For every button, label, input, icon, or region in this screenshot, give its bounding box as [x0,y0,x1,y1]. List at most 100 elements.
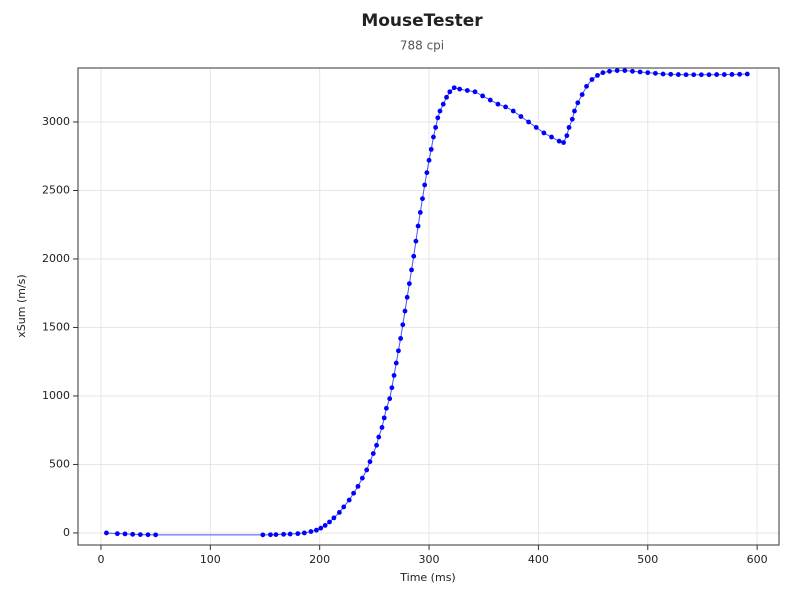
data-point [351,490,356,496]
data-point [566,125,572,130]
data-point [721,72,727,77]
data-point [637,69,643,75]
data-point [607,68,612,74]
data-point [668,71,674,77]
data-point [114,531,120,537]
x-tick-label: 500 [637,553,658,566]
data-point [398,336,404,341]
data-point [322,523,328,528]
data-point [273,532,279,537]
data-point [472,89,478,95]
chart-title: MouseTester [361,11,483,31]
data-point [614,68,620,74]
data-point [457,86,463,92]
data-point [396,348,401,354]
data-point [683,72,689,78]
data-point [145,532,151,538]
data-point [137,532,143,537]
data-point [431,134,436,140]
data-point [318,525,324,531]
data-point [346,497,352,503]
data-point [729,72,735,77]
data-point [426,157,432,163]
y-tick-label: 3000 [42,115,70,128]
data-point [379,425,385,430]
data-point [572,108,577,114]
data-point [691,72,697,78]
data-point [575,100,581,106]
data-point [428,146,434,152]
data-point [526,119,531,125]
data-point [370,451,376,456]
data-point [308,529,314,534]
data-point [389,385,395,391]
data-point [549,134,554,140]
data-point [569,116,575,122]
data-point [301,530,307,536]
y-tick-label: 2500 [42,183,70,196]
data-point [295,531,301,537]
data-point [367,459,373,465]
data-point [600,70,606,76]
data-point [122,531,128,537]
y-tick-label: 1000 [42,389,70,402]
data-point [336,509,342,515]
data-point [413,238,419,244]
series-line [106,70,748,536]
data-point [437,108,443,114]
data-point [383,405,389,411]
chart-subtitle: 788 cpi [400,39,444,53]
data-point [556,138,562,144]
y-tick-label: 0 [63,526,70,539]
data-point [381,415,387,421]
data-point [645,70,651,76]
data-point [409,267,414,273]
data-point [404,294,410,300]
data-point [268,532,273,538]
data-point [393,360,399,366]
data-point [579,92,585,97]
data-point [287,531,293,537]
data-point [503,104,508,110]
x-tick-label: 0 [97,553,104,566]
x-tick-label: 200 [309,553,330,566]
data-point [518,114,524,119]
data-point [447,89,453,95]
data-point [698,72,704,78]
data-point [376,434,382,440]
data-point [422,182,428,188]
data-point [714,72,720,77]
data-point [595,72,600,78]
data-point [417,209,423,215]
y-tick-label: 2000 [42,252,70,265]
data-point [487,97,493,103]
data-point [411,253,417,259]
data-point [104,530,109,536]
data-point [415,223,421,229]
y-axis-label: xSum (m/s) [15,274,28,337]
x-tick-label: 100 [200,553,221,566]
data-point [281,531,286,537]
data-point [480,93,486,99]
data-point [130,531,136,537]
data-point [387,396,393,402]
data-point [391,373,397,378]
x-tick-label: 600 [747,553,768,566]
data-point [374,442,379,448]
data-point [341,504,347,510]
data-point [433,125,439,130]
x-tick-label: 300 [419,553,440,566]
data-point [510,108,516,114]
data-point [359,475,365,481]
data-point [660,71,666,77]
data-point [444,94,449,100]
data-point [495,101,501,107]
data-point [327,519,332,525]
data-point [744,71,750,77]
data-point [435,115,441,121]
data-point [622,68,628,74]
data-point [584,83,589,89]
x-axis-label: Time (ms) [399,571,455,584]
